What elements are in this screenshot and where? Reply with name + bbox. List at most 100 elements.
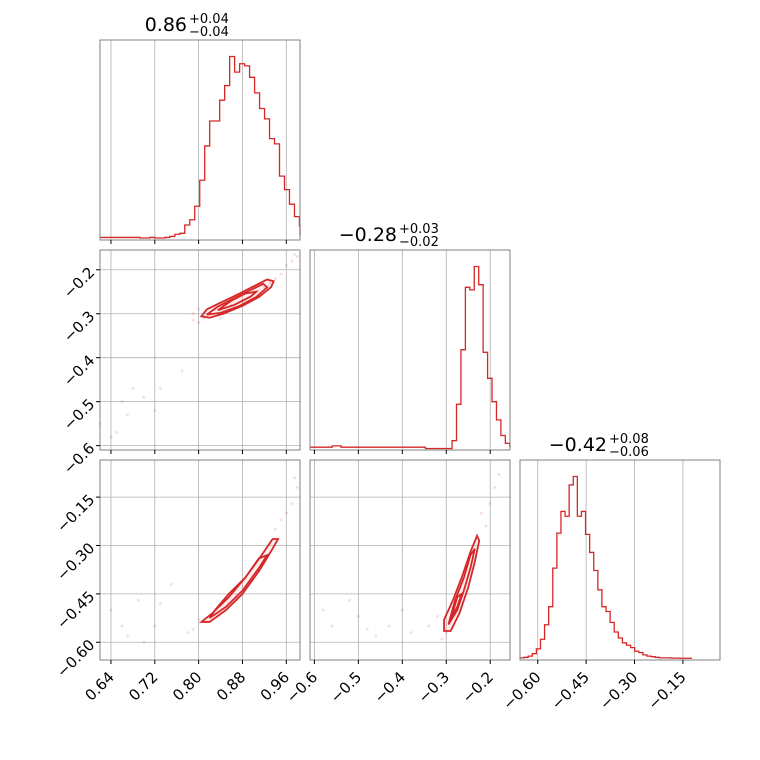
sample-point bbox=[142, 640, 146, 644]
x-tick-label: −0.5 bbox=[327, 668, 365, 706]
sample-point bbox=[440, 637, 444, 641]
sample-point bbox=[497, 473, 501, 477]
histogram-frame-3 bbox=[519, 459, 721, 661]
sample-point bbox=[158, 386, 162, 390]
y-tick-label: −0.30 bbox=[53, 539, 98, 584]
error-plus-1: +0.04 bbox=[189, 12, 229, 27]
error-plus-2: +0.03 bbox=[399, 222, 439, 237]
x-tick-label: 0.80 bbox=[169, 668, 205, 704]
sample-point bbox=[197, 307, 201, 311]
sample-point bbox=[191, 627, 195, 631]
sample-point bbox=[273, 527, 277, 531]
sample-point bbox=[197, 618, 201, 622]
y-tick-label: −0.15 bbox=[53, 491, 98, 536]
sample-point bbox=[387, 624, 391, 628]
y-tick-label: −0.6 bbox=[60, 439, 98, 477]
density-contour bbox=[199, 278, 275, 319]
sample-point bbox=[427, 624, 431, 628]
sample-point bbox=[136, 598, 140, 602]
sample-point bbox=[293, 252, 297, 256]
error-minus-1: −0.04 bbox=[189, 25, 229, 40]
sample-point bbox=[109, 435, 113, 439]
sample-point bbox=[142, 395, 146, 399]
sample-point bbox=[488, 502, 492, 506]
x-tick-label: −0.6 bbox=[283, 668, 321, 706]
sample-point bbox=[186, 631, 190, 635]
error-plus-3: +0.08 bbox=[609, 432, 649, 447]
sample-point bbox=[284, 511, 288, 515]
error-minus-2: −0.02 bbox=[399, 235, 439, 250]
sample-point bbox=[365, 627, 369, 631]
panel-title-1: 0.86 bbox=[145, 14, 187, 36]
sample-point bbox=[348, 598, 352, 602]
sample-point bbox=[120, 400, 124, 404]
density-contour bbox=[198, 538, 280, 623]
sample-point bbox=[158, 602, 162, 606]
x-tick-label: −0.3 bbox=[415, 668, 453, 706]
sample-point bbox=[114, 430, 118, 434]
density-contour bbox=[208, 553, 270, 619]
sample-point bbox=[191, 312, 195, 316]
panel-frame-2-1 bbox=[309, 459, 511, 661]
histogram-frame-1 bbox=[99, 39, 301, 241]
sample-point bbox=[180, 369, 184, 373]
y-tick-label: −0.45 bbox=[53, 588, 98, 633]
panel-title-2: −0.28 bbox=[339, 224, 397, 246]
sample-point bbox=[169, 582, 173, 586]
sample-point bbox=[479, 511, 483, 515]
sample-point bbox=[219, 316, 223, 320]
sample-point bbox=[435, 614, 439, 618]
x-tick-label: −0.15 bbox=[644, 668, 689, 713]
sample-point bbox=[295, 485, 299, 489]
histogram-3 bbox=[520, 475, 693, 659]
sample-point bbox=[125, 634, 129, 638]
sample-point bbox=[120, 624, 124, 628]
density-contour bbox=[447, 548, 476, 625]
sample-point bbox=[400, 608, 404, 612]
sample-point bbox=[295, 255, 299, 259]
sample-point bbox=[279, 272, 283, 276]
y-tick-label: −0.3 bbox=[60, 307, 98, 345]
x-tick-label: −0.30 bbox=[596, 668, 641, 713]
histogram-1 bbox=[100, 55, 301, 239]
sample-point bbox=[191, 318, 195, 322]
sample-point bbox=[290, 502, 294, 506]
sample-point bbox=[268, 281, 272, 285]
sample-point bbox=[197, 321, 201, 325]
panel-title-3: −0.42 bbox=[549, 434, 607, 456]
x-tick-label: 0.64 bbox=[81, 668, 117, 704]
sample-point bbox=[290, 259, 294, 263]
y-tick-label: −0.5 bbox=[60, 395, 98, 433]
error-minus-3: −0.06 bbox=[609, 445, 649, 460]
density-contour bbox=[217, 290, 260, 312]
sample-point bbox=[293, 476, 297, 480]
histogram-2 bbox=[310, 265, 511, 450]
y-tick-label: −0.60 bbox=[53, 636, 98, 681]
x-tick-label: 0.88 bbox=[213, 668, 249, 704]
x-tick-label: −0.60 bbox=[499, 668, 544, 713]
sample-point bbox=[284, 263, 288, 267]
x-tick-label: −0.4 bbox=[371, 668, 409, 706]
sample-point bbox=[131, 386, 135, 390]
density-contour bbox=[449, 591, 464, 621]
sample-point bbox=[273, 277, 277, 281]
y-tick-label: −0.4 bbox=[60, 351, 98, 389]
y-tick-label: −0.2 bbox=[60, 263, 98, 301]
sample-point bbox=[493, 485, 497, 489]
sample-point bbox=[356, 614, 360, 618]
sample-point bbox=[484, 524, 488, 528]
sample-point bbox=[153, 408, 157, 412]
histogram-frame-2 bbox=[309, 249, 511, 451]
sample-point bbox=[279, 518, 283, 522]
sample-point bbox=[321, 608, 325, 612]
x-tick-label: 0.72 bbox=[125, 668, 161, 704]
sample-point bbox=[409, 631, 413, 635]
x-tick-label: −0.2 bbox=[459, 668, 497, 706]
sample-point bbox=[153, 624, 157, 628]
sample-point bbox=[109, 608, 113, 612]
panel-frame-1-0 bbox=[99, 249, 301, 451]
sample-point bbox=[330, 624, 334, 628]
x-tick-label: −0.45 bbox=[548, 668, 593, 713]
panel-frame-2-0 bbox=[99, 459, 301, 661]
